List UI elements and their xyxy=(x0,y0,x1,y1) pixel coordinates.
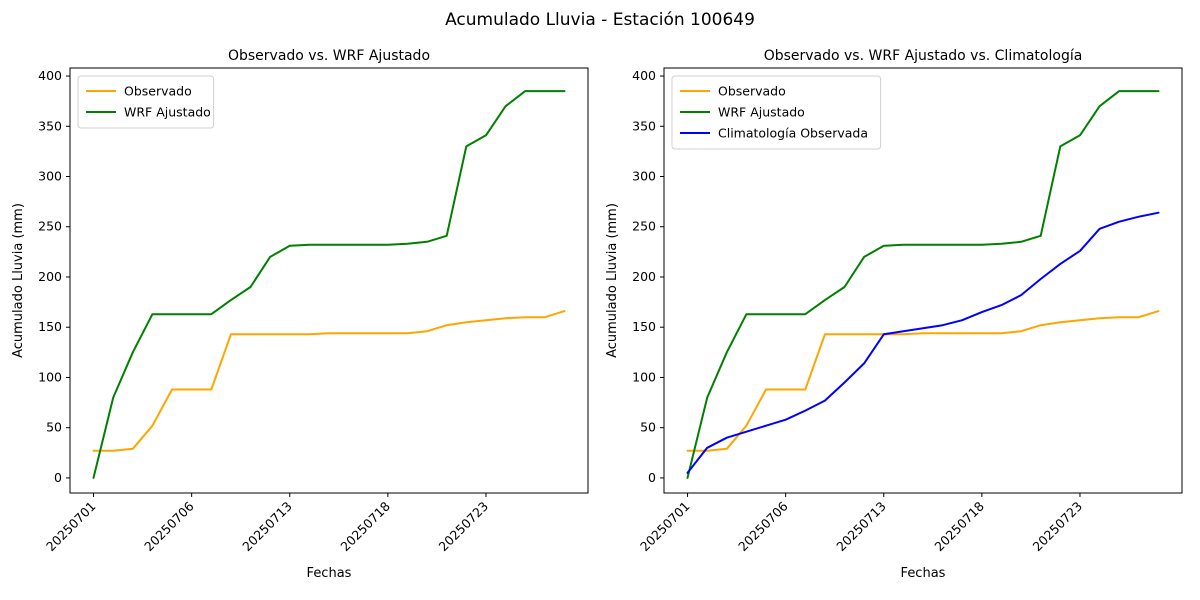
axes-title: Observado vs. WRF Ajustado vs. Climatolo… xyxy=(764,48,1083,64)
y-tick-label: 0 xyxy=(648,470,656,485)
x-tick-label: 20250718 xyxy=(931,498,987,554)
y-tick-label: 350 xyxy=(38,118,62,133)
legend-item: Observado xyxy=(86,84,192,99)
series-line-wrf-ajustado xyxy=(686,90,1160,479)
series-line-observado xyxy=(92,310,566,452)
x-axis-label: Fechas xyxy=(307,566,352,581)
legend-label: WRF Ajustado xyxy=(718,105,805,120)
axes-title: Observado vs. WRF Ajustado xyxy=(228,48,430,64)
y-tick-label: 400 xyxy=(632,68,656,83)
x-tick-label: 20250701 xyxy=(637,499,693,555)
legend-box xyxy=(77,75,215,129)
y-tick-label: 0 xyxy=(54,470,62,485)
legend-label: Observado xyxy=(124,84,192,99)
series-line-climatolog-a-observada xyxy=(686,211,1160,474)
legend-item: WRF Ajustado xyxy=(680,105,805,120)
y-tick-label: 400 xyxy=(38,68,62,83)
y-tick-label: 100 xyxy=(38,369,62,384)
y-tick-label: 50 xyxy=(640,420,656,435)
legend-label: Observado xyxy=(718,84,786,99)
legend: Observado WRF Ajustado Climatología Observ… xyxy=(671,75,882,150)
y-tick-label: 100 xyxy=(632,369,656,384)
y-axis-label: Acumulado Lluvia (mm) xyxy=(605,203,620,358)
y-tick-label: 300 xyxy=(38,169,62,184)
y-tick-label: 150 xyxy=(632,319,656,334)
x-tick-label: 20250718 xyxy=(337,498,393,554)
legend-item: WRF Ajustado xyxy=(86,105,211,120)
x-tick-label: 20250713 xyxy=(833,499,889,555)
chart-right: Observado vs. WRF Ajustado vs. Climatolo… xyxy=(605,48,1183,581)
x-tick-label: 20250723 xyxy=(435,499,491,555)
plot-area xyxy=(69,67,589,494)
x-tick-label: 20250706 xyxy=(735,498,791,554)
figure-title: Acumulado Lluvia - Estación 100649 xyxy=(445,10,755,30)
legend-label: WRF Ajustado xyxy=(124,105,211,120)
y-axis-label: Acumulado Lluvia (mm) xyxy=(11,203,26,358)
chart-left: Observado vs. WRF Ajustado 0 50 100 150 200 25… xyxy=(11,48,589,581)
y-tick-label: 350 xyxy=(632,118,656,133)
x-tick-label: 20250706 xyxy=(141,498,197,554)
x-tick-label: 20250701 xyxy=(43,499,99,555)
legend: Observado WRF Ajustado xyxy=(77,75,215,129)
x-tick-label: 20250723 xyxy=(1029,499,1085,555)
y-tick-label: 50 xyxy=(46,420,62,435)
y-tick-label: 250 xyxy=(632,219,656,234)
y-tick-label: 250 xyxy=(38,219,62,234)
legend-label: Climatología Observada xyxy=(718,126,868,141)
legend-item: Observado xyxy=(680,84,786,99)
series-line-wrf-ajustado xyxy=(92,90,566,479)
series-line-observado xyxy=(686,310,1160,452)
x-axis-label: Fechas xyxy=(901,566,946,581)
y-tick-label: 150 xyxy=(38,319,62,334)
x-tick-label: 20250713 xyxy=(239,499,295,555)
y-tick-label: 200 xyxy=(632,269,656,284)
y-tick-label: 300 xyxy=(632,169,656,184)
legend-item: Climatología Observada xyxy=(680,126,868,141)
legend-box xyxy=(671,75,882,150)
y-tick-label: 200 xyxy=(38,269,62,284)
